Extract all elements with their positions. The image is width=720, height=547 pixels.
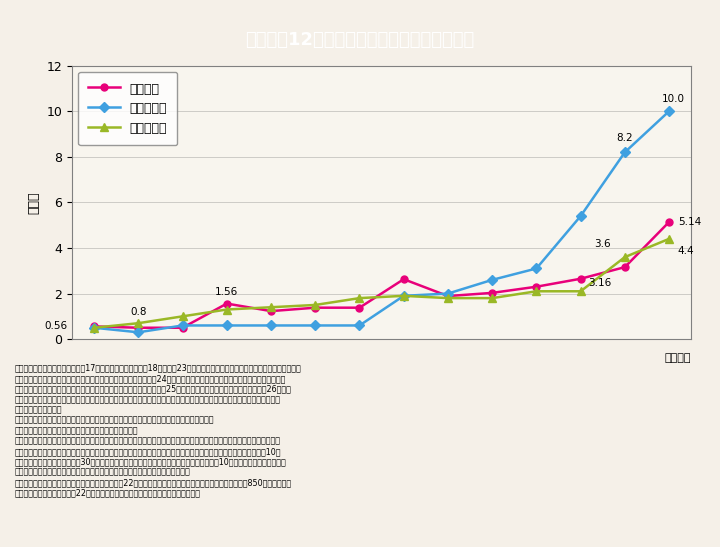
Text: （年度）: （年度） xyxy=(665,353,691,363)
Text: （備考）１．国家公務員は，平成17年度までは総務省，平成18年度から23年度までは総務省・人事院「女性国家公務員の採用・
　　　　　登用の拡大状況等のフォローア: （備考）１．国家公務員は，平成17年度までは総務省，平成18年度から23年度まで… xyxy=(14,364,301,498)
Text: 8.2: 8.2 xyxy=(616,133,633,143)
Text: 0.8: 0.8 xyxy=(130,307,147,317)
Text: 4.4: 4.4 xyxy=(678,246,695,255)
Text: Ｉ－３－12図　男性の育児休業取得率の推移: Ｉ－３－12図 男性の育児休業取得率の推移 xyxy=(246,31,474,49)
Text: 0.56: 0.56 xyxy=(45,322,68,331)
Legend: 民間企業, 国家公務員, 地方公務員: 民間企業, 国家公務員, 地方公務員 xyxy=(78,72,177,146)
Text: 3.16: 3.16 xyxy=(588,277,611,288)
Text: 3.6: 3.6 xyxy=(595,239,611,249)
Text: 1.56: 1.56 xyxy=(215,287,238,297)
Text: 5.14: 5.14 xyxy=(678,217,701,227)
Y-axis label: （％）: （％） xyxy=(28,191,41,214)
Text: 10.0: 10.0 xyxy=(662,95,685,104)
